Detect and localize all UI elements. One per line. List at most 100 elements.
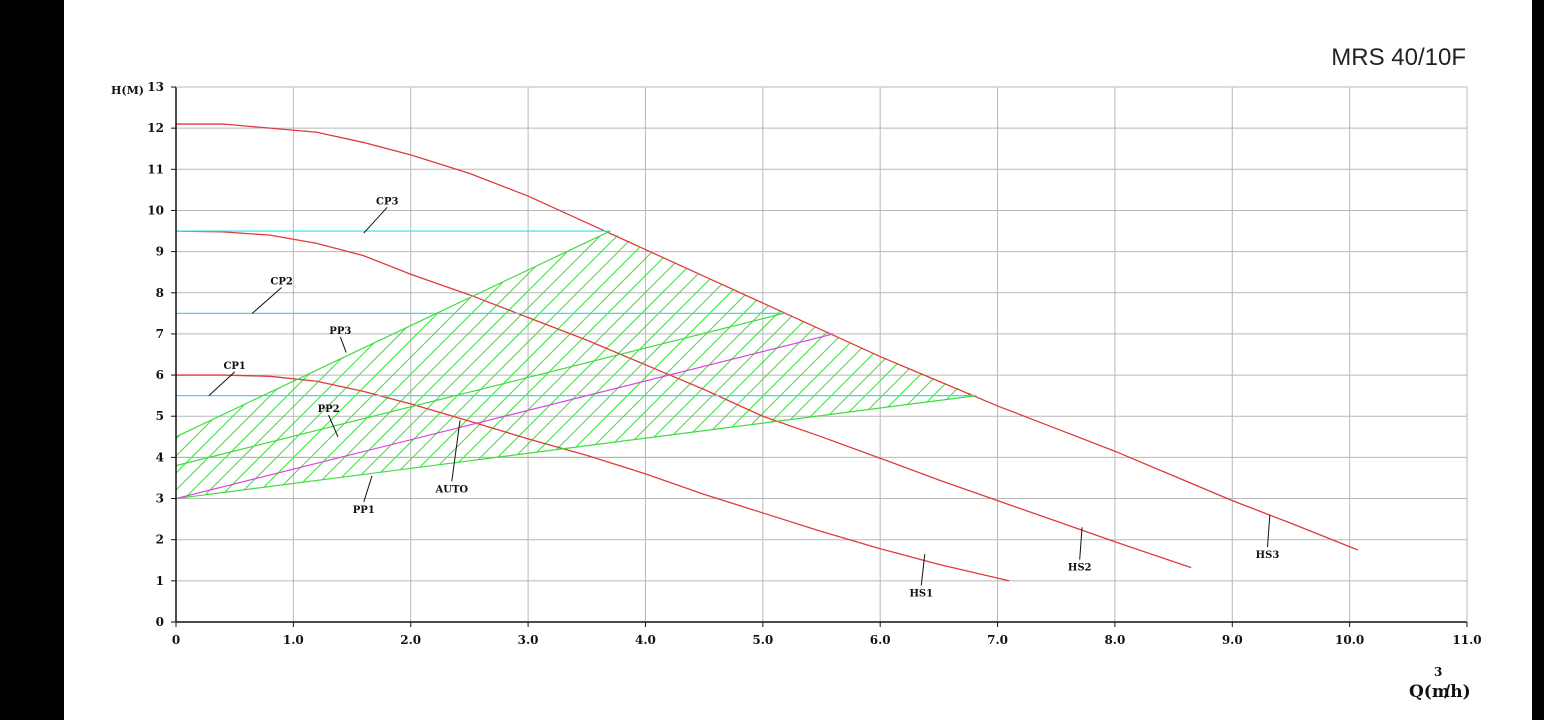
annotation-leader-cp3 bbox=[363, 206, 388, 234]
hatch-line bbox=[876, 231, 977, 499]
hatch-line bbox=[859, 231, 977, 499]
y-tick-label: 12 bbox=[147, 121, 164, 135]
hatch-line bbox=[553, 231, 977, 499]
hatch-line bbox=[176, 231, 605, 499]
hatch-line bbox=[281, 231, 843, 499]
hatch-line bbox=[1268, 62, 1532, 622]
series-line-hs3 bbox=[176, 123, 1359, 551]
hatch-line bbox=[893, 231, 977, 499]
annotation-label-hs3: HS3 bbox=[1256, 550, 1280, 561]
axes bbox=[171, 86, 1468, 627]
hatch-line bbox=[176, 231, 588, 499]
hatch-line bbox=[927, 231, 977, 499]
tick-labels: 0 1.0 2.0 3.0 4.0 5.0 6.0 7.0 8.0 9.0 10.0 11.00123… bbox=[147, 80, 1481, 647]
x-tick-label: 9.0 bbox=[1222, 633, 1243, 647]
hatch-line bbox=[1149, 62, 1532, 622]
x-tick-label: 8.0 bbox=[1104, 633, 1125, 647]
hatch-line bbox=[176, 231, 724, 499]
x-tick-label: 2.0 bbox=[400, 633, 421, 647]
hatch-line bbox=[315, 231, 877, 499]
y-tick-label: 3 bbox=[156, 492, 164, 506]
hatch-line bbox=[502, 231, 977, 499]
annotation-label-cp1: CP1 bbox=[223, 361, 245, 372]
x-tick-label: 3.0 bbox=[518, 633, 539, 647]
hatch-line bbox=[1404, 62, 1532, 622]
y-tick-label: 1 bbox=[156, 574, 164, 588]
hatch-line bbox=[723, 231, 977, 499]
series-line-pp3 bbox=[175, 230, 611, 438]
chart-paper: 0 1.0 2.0 3.0 4.0 5.0 6.0 7.0 8.0 9.0 10.0 11.0 0 1 2 3… bbox=[64, 0, 1532, 720]
hatch-line bbox=[1302, 62, 1532, 622]
curve-lines bbox=[175, 123, 1359, 582]
x-tick-label: 7.0 bbox=[987, 633, 1008, 647]
series-line-hs2 bbox=[175, 230, 1192, 569]
hatch-line bbox=[1081, 62, 1532, 622]
hatch-line bbox=[451, 231, 977, 499]
hatch-line bbox=[1353, 62, 1532, 622]
hatch-line bbox=[213, 231, 775, 499]
x-axis-label-tail: /h) bbox=[1444, 682, 1471, 702]
annotation-label-pp1: PP1 bbox=[353, 505, 375, 516]
y-axis-label: H(M) bbox=[111, 84, 144, 97]
hatch-line bbox=[1234, 62, 1532, 622]
annotation-label-hs1: HS1 bbox=[909, 588, 933, 599]
y-tick-label: 7 bbox=[156, 327, 164, 341]
hatch-line bbox=[400, 231, 962, 499]
y-tick-label: 0 bbox=[156, 615, 164, 629]
hatch-line bbox=[298, 231, 860, 499]
hatched-operating-region bbox=[176, 62, 1532, 622]
hatch-line bbox=[1506, 62, 1532, 622]
annotation-label-pp3: PP3 bbox=[329, 326, 351, 337]
y-tick-label: 11 bbox=[147, 162, 164, 176]
hatch-line bbox=[230, 231, 792, 499]
x-tick-label: 0 bbox=[172, 633, 180, 647]
hatch-line bbox=[1251, 62, 1532, 622]
hatch-line bbox=[808, 231, 977, 499]
annotation-leader-hs3 bbox=[1266, 514, 1271, 548]
hatch-line bbox=[996, 62, 1532, 622]
hatch-line bbox=[1370, 62, 1532, 622]
hatch-line bbox=[1013, 62, 1532, 622]
series-line-pp1 bbox=[175, 395, 977, 500]
annotation-leader-cp1 bbox=[208, 371, 236, 397]
x-tick-label: 11.0 bbox=[1452, 633, 1481, 647]
series-line-auto bbox=[175, 333, 834, 500]
y-tick-label: 10 bbox=[147, 203, 164, 217]
y-tick-label: 9 bbox=[156, 245, 164, 259]
y-tick-label: 4 bbox=[156, 450, 164, 464]
hatch-line bbox=[672, 231, 977, 499]
hatch-line bbox=[1166, 62, 1532, 622]
curve-annotations: CP3 CP2 CP1 PP3 PP2 PP1 AUTO HS1 HS2 HS3 bbox=[208, 196, 1280, 599]
y-tick-label: 5 bbox=[156, 409, 164, 423]
annotation-leader-pp1 bbox=[363, 475, 373, 503]
hatch-line bbox=[655, 231, 977, 499]
hatch-line bbox=[176, 231, 707, 499]
hatch-line bbox=[1064, 62, 1532, 622]
x-tick-label: 6.0 bbox=[870, 633, 891, 647]
hatch-line bbox=[196, 231, 758, 499]
annotation-label-pp2: PP2 bbox=[318, 404, 340, 415]
hatch-line bbox=[1387, 62, 1532, 622]
y-tick-label: 6 bbox=[156, 368, 164, 382]
hatch-line bbox=[621, 231, 977, 499]
hatch-line bbox=[740, 231, 977, 499]
hatch-line bbox=[1047, 62, 1532, 622]
hatch-line bbox=[1421, 62, 1532, 622]
hatch-line bbox=[536, 231, 977, 499]
hatch-line bbox=[1217, 62, 1532, 622]
hatch-line bbox=[1183, 62, 1532, 622]
hatch-line bbox=[417, 231, 977, 499]
hatch-line bbox=[706, 231, 977, 499]
hatch-line bbox=[570, 231, 977, 499]
hatch-line bbox=[1115, 62, 1532, 622]
hatch-line bbox=[774, 231, 977, 499]
hatch-line bbox=[1472, 62, 1532, 622]
hatch-line bbox=[176, 231, 554, 499]
annotation-leader-hs1 bbox=[920, 554, 926, 586]
annotation-leader-cp2 bbox=[251, 287, 282, 314]
hatch-line bbox=[176, 231, 690, 499]
series-line-pp2 bbox=[175, 312, 785, 467]
x-tick-label: 5.0 bbox=[752, 633, 773, 647]
hatch-line bbox=[176, 231, 537, 499]
